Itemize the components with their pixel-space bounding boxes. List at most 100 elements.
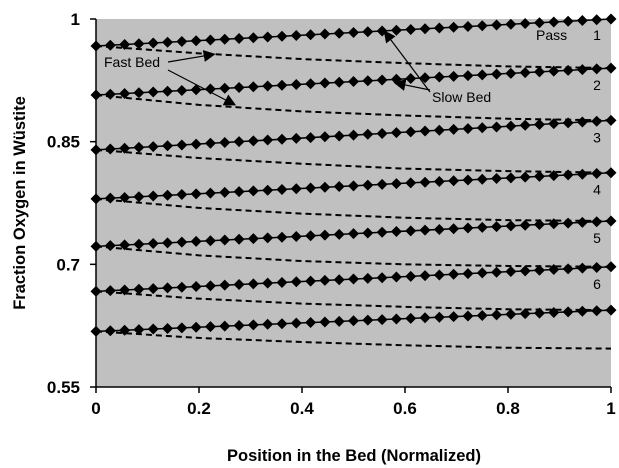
pass-label: 6: [593, 276, 601, 292]
slow-bed-marker: [476, 69, 488, 81]
slow-bed-marker: [591, 14, 603, 26]
slow-bed-marker: [462, 123, 474, 135]
slow-bed-marker: [405, 23, 417, 35]
slow-bed-marker: [104, 88, 116, 100]
slow-bed-marker: [491, 19, 503, 31]
slow-bed-marker: [233, 186, 245, 198]
slow-bed-marker: [605, 13, 617, 25]
slow-bed-marker: [433, 71, 445, 83]
slow-bed-marker: [419, 224, 431, 236]
x-tick-label: 0.4: [290, 399, 314, 418]
slow-bed-marker: [562, 306, 574, 318]
slow-bed-marker: [176, 139, 188, 151]
slow-bed-marker: [533, 170, 545, 182]
slow-bed-marker: [405, 225, 417, 237]
slow-bed-marker: [448, 70, 460, 82]
slow-bed-marker: [362, 272, 374, 284]
slow-bed-marker: [505, 67, 517, 79]
slow-bed-marker: [290, 29, 302, 41]
slow-bed-marker: [519, 219, 531, 231]
slow-bed-marker: [419, 125, 431, 137]
slow-bed-marker: [176, 85, 188, 97]
slow-bed-marker: [305, 230, 317, 242]
slow-bed-marker: [305, 182, 317, 194]
slow-bed-marker: [562, 117, 574, 129]
pass-label: 2: [593, 77, 601, 93]
slow-bed-marker: [290, 230, 302, 242]
slow-bed-marker: [519, 171, 531, 183]
slow-bed-marker: [433, 311, 445, 323]
slow-bed-marker: [390, 271, 402, 283]
slow-bed-marker: [247, 185, 259, 197]
slow-bed-marker: [319, 181, 331, 193]
slow-bed-marker: [348, 26, 359, 38]
slow-bed-marker: [233, 319, 245, 331]
slow-bed-marker: [605, 261, 617, 273]
pass-label: 1: [593, 27, 601, 43]
slow-bed-marker: [119, 324, 131, 336]
slow-bed-marker: [233, 32, 245, 44]
slow-bed-marker: [147, 141, 159, 153]
slow-bed-marker: [405, 270, 417, 282]
slow-bed-marker: [290, 183, 302, 195]
slow-bed-marker: [376, 25, 388, 37]
annotation-slow-bed: Slow Bed: [432, 89, 491, 105]
slow-bed-marker: [591, 115, 603, 127]
plot-area: [96, 19, 611, 387]
slow-bed-marker: [448, 311, 460, 323]
slow-bed-marker: [405, 73, 417, 85]
slow-bed-marker: [548, 218, 560, 230]
y-tick-label: 0.85: [47, 133, 80, 152]
slow-bed-marker: [390, 226, 402, 238]
slow-bed-marker: [333, 315, 345, 327]
annotation-layer: Fast Bed Slow Bed Pass 1 2 3 4 5 6: [104, 27, 601, 292]
slow-bed-marker: [462, 20, 474, 32]
slow-bed-marker: [390, 127, 402, 139]
slow-bed-marker: [147, 190, 159, 202]
slow-bed-marker: [119, 38, 131, 50]
slow-bed-marker: [276, 133, 288, 145]
x-tick-label: 0: [91, 399, 100, 418]
slow-bed-marker: [491, 121, 503, 133]
slow-bed-marker: [505, 308, 517, 320]
slow-bed-marker: [319, 316, 331, 328]
slow-bed-marker: [319, 229, 331, 241]
slow-bed-marker: [133, 238, 145, 250]
slow-bed-marker: [362, 314, 374, 326]
slow-bed-marker: [362, 227, 374, 239]
slow-bed-marker: [219, 186, 231, 198]
slow-bed-marker: [305, 275, 317, 287]
x-tick-label: 0.8: [496, 399, 520, 418]
slow-bed-marker: [276, 79, 288, 91]
slow-bed-marker: [476, 173, 488, 185]
slow-bed-marker: [262, 277, 274, 289]
slow-bed-marker: [519, 265, 531, 277]
slow-bed-marker: [119, 142, 131, 154]
slow-bed-marker: [104, 143, 116, 155]
slow-bed-marker: [462, 174, 474, 186]
slow-bed-marker: [333, 76, 345, 88]
slow-bed-marker: [491, 221, 503, 233]
slow-bed-marker: [147, 86, 159, 98]
slow-bed-marker: [562, 217, 574, 229]
slow-bed-marker: [247, 319, 259, 331]
slow-bed-marker: [491, 68, 503, 80]
slow-bed-marker: [405, 312, 417, 324]
x-tick-label: 0.2: [187, 399, 211, 418]
slow-bed-marker: [562, 169, 574, 181]
slow-bed-marker: [262, 318, 274, 330]
slow-bed-marker: [204, 280, 216, 292]
slow-bed-marker: [176, 35, 188, 47]
slow-bed-marker: [204, 34, 216, 46]
slow-bed-marker: [262, 31, 274, 43]
slow-bed-marker: [476, 20, 488, 32]
slow-bed-marker: [376, 314, 388, 326]
slow-bed-marker: [276, 276, 288, 288]
slow-bed-marker: [247, 81, 259, 93]
slow-bed-marker: [605, 62, 617, 74]
slow-bed-marker: [133, 191, 145, 203]
slow-bed-marker: [362, 26, 374, 38]
slow-bed-marker: [548, 264, 560, 276]
slow-bed-marker: [190, 235, 202, 247]
slow-bed-marker: [233, 279, 245, 291]
